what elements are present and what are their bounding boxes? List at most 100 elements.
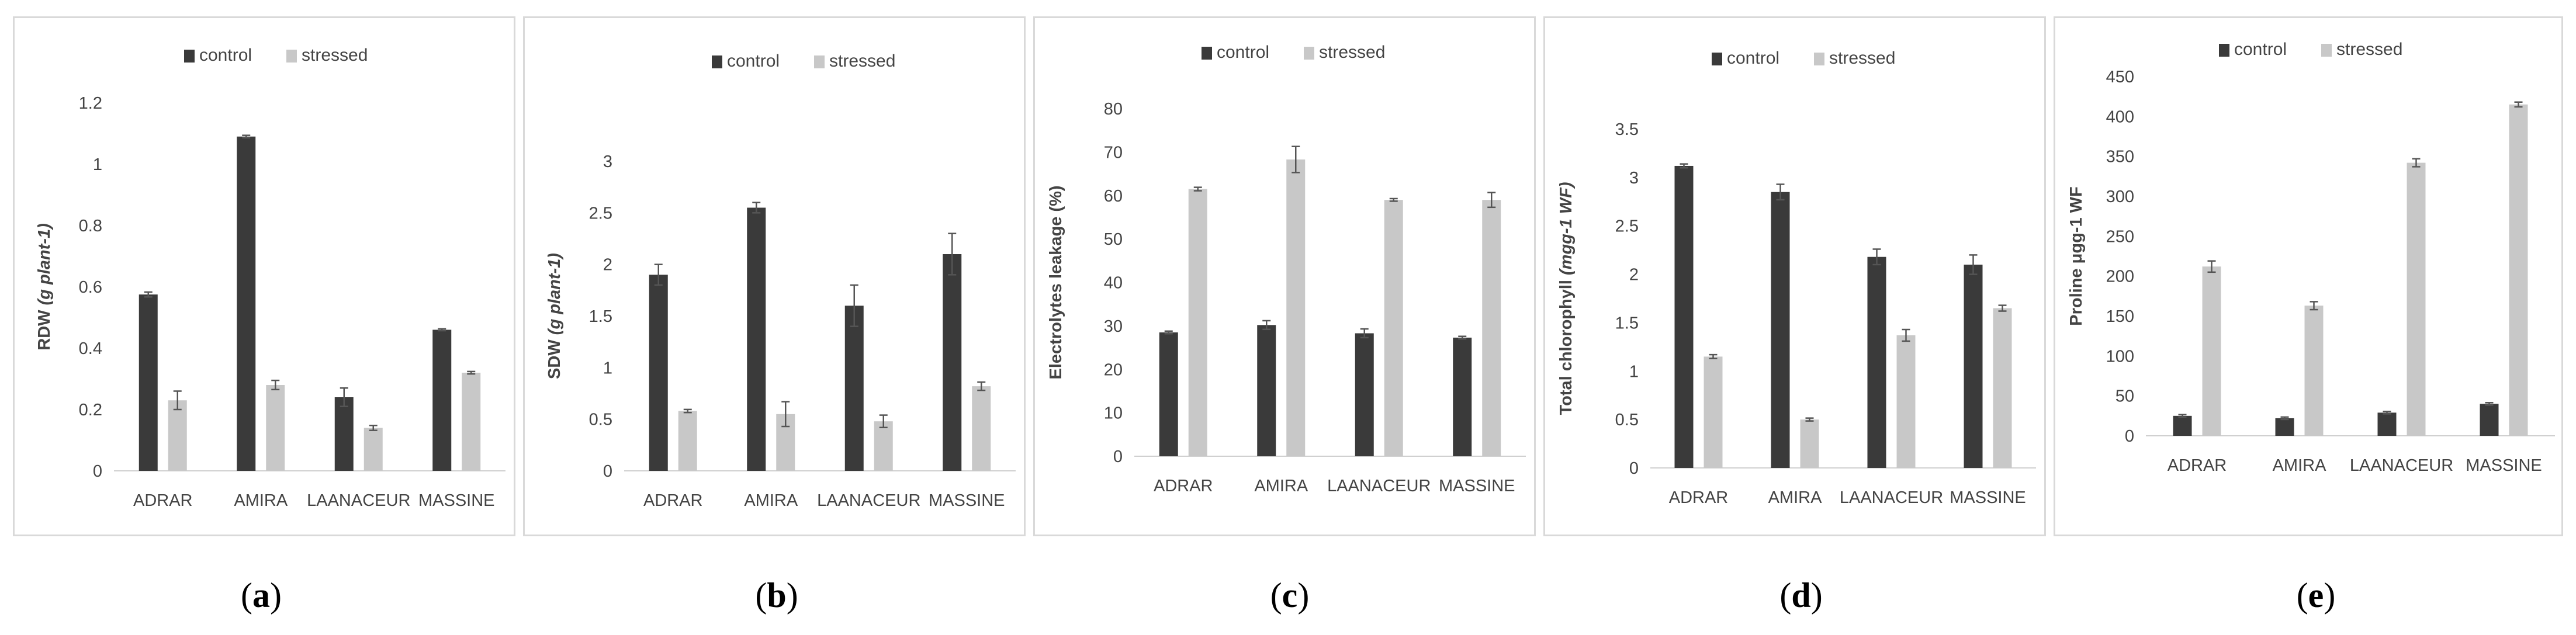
caption-open: ( <box>2296 576 2308 615</box>
y-tick-label: 0 <box>93 462 102 481</box>
y-tick-label: 250 <box>2106 227 2134 246</box>
y-tick-label: 60 <box>1104 187 1123 206</box>
y-axis-label-main: Total chlorophyll <box>1557 280 1576 415</box>
x-tick-label: AMIRA <box>744 491 798 510</box>
legend-swatch-control <box>1712 53 1722 65</box>
bar-stressed <box>1704 356 1723 468</box>
chart-svg-c: control stressed 0 10 20 30 40 50 60 70 80 Electrol… <box>1047 43 1526 495</box>
bar-control <box>2275 418 2294 436</box>
caption-close: ) <box>2324 576 2336 615</box>
x-tick-label: MASSINE <box>929 491 1005 510</box>
chart-panel-e: control stressed 0 50 100 150 200 250 300 350 400 4… <box>2054 16 2563 536</box>
chart-panel-c: control stressed 0 10 20 30 40 50 60 70 80 Electrol… <box>1033 16 1536 536</box>
y-axis: 0 0.2 0.4 0.6 0.8 1 1.2 <box>79 94 102 481</box>
legend-swatch-control <box>184 50 195 63</box>
x-tick-label: ADRAR <box>643 491 703 510</box>
legend-label-control: control <box>1217 43 1269 62</box>
y-axis-label: SDW (g plant-1) <box>545 253 564 379</box>
legend-label-control: control <box>727 51 780 71</box>
bar-control <box>747 207 766 471</box>
y-tick-label: 350 <box>2106 148 2134 166</box>
bars <box>2173 101 2528 436</box>
bar-stressed <box>972 386 991 471</box>
chart-svg-a: control stressed 0 0.2 0.4 0.6 0.8 1 1.2 RDW (g p… <box>35 46 505 510</box>
y-tick-label: 1 <box>1629 362 1639 381</box>
bar-stressed <box>1286 159 1306 456</box>
y-tick-label: 0 <box>2125 427 2134 446</box>
y-axis-label: Proline μgg-1 WF <box>2067 186 2086 325</box>
bar-stressed <box>266 385 285 471</box>
x-tick-label: MASSINE <box>2466 456 2542 475</box>
caption-letter: e <box>2308 576 2324 615</box>
caption-close: ) <box>786 576 798 615</box>
y-tick-label: 0.4 <box>79 339 102 358</box>
bar-control <box>943 254 962 471</box>
bar-control <box>1257 325 1276 456</box>
x-tick-label: AMIRA <box>234 491 288 510</box>
legend-swatch-control <box>712 55 722 68</box>
y-tick-label: 20 <box>1104 360 1123 379</box>
bar-stressed <box>168 400 187 471</box>
y-axis-label-unit: (g plant-1) <box>35 223 54 310</box>
legend-swatch-stressed <box>2321 44 2332 57</box>
x-tick-label: AMIRA <box>2273 456 2327 475</box>
bar-stressed <box>2509 104 2528 436</box>
bar-control <box>2377 412 2397 436</box>
caption-c: (c) <box>1220 575 1360 616</box>
x-tick-label: LAANACEUR <box>1327 477 1431 495</box>
y-tick-label: 0 <box>1629 459 1639 478</box>
legend: control stressed <box>2219 40 2402 59</box>
y-axis-label-main: RDW <box>35 310 54 351</box>
y-tick-label: 300 <box>2106 188 2134 206</box>
y-axis: 0 10 20 30 40 50 60 70 80 <box>1104 100 1123 466</box>
y-axis-label: RDW (g plant-1) <box>35 223 54 350</box>
y-axis-label-main: Proline μgg-1 WF <box>2067 186 2086 325</box>
y-tick-label: 0.2 <box>79 401 102 419</box>
bar-control <box>2480 404 2499 436</box>
caption-letter: c <box>1282 576 1298 615</box>
bar-control <box>432 329 452 471</box>
caption-close: ) <box>1810 576 1823 615</box>
y-tick-label: 450 <box>2106 68 2134 86</box>
bar-control <box>139 294 158 471</box>
y-tick-label: 70 <box>1104 143 1123 162</box>
chart-svg-e: control stressed 0 50 100 150 200 250 300 350 400 4… <box>2067 40 2555 475</box>
bar-stressed <box>1993 308 2012 468</box>
y-axis: 0 0.5 1 1.5 2 2.5 3 3.5 <box>1615 120 1639 478</box>
legend-swatch-control <box>1202 47 1212 60</box>
legend: control stressed <box>184 46 368 65</box>
bar-control <box>2173 415 2192 436</box>
y-tick-label: 2.5 <box>589 204 612 223</box>
y-tick-label: 1.5 <box>1615 314 1639 332</box>
legend-swatch-stressed <box>1304 47 1314 60</box>
y-axis-label-main: Electrolytes leakage (%) <box>1047 185 1065 379</box>
x-tick-label: LAANACEUR <box>307 491 410 510</box>
y-tick-label: 0.5 <box>1615 411 1639 429</box>
bar-control <box>1771 192 1790 468</box>
x-tick-label: ADRAR <box>1154 477 1213 495</box>
bar-stressed <box>874 421 893 471</box>
legend-label-stressed: stressed <box>1319 43 1385 62</box>
y-axis-label-unit: (mgg-1 WF) <box>1557 182 1576 280</box>
y-tick-label: 0 <box>603 462 612 481</box>
legend-label-control: control <box>1727 48 1779 68</box>
y-tick-label: 80 <box>1104 100 1123 119</box>
caption-open: ( <box>1779 576 1792 615</box>
chart-svg-d: control stressed 0 0.5 1 1.5 2 2.5 3 3.5 Total chl… <box>1557 48 2036 507</box>
legend: control stressed <box>1202 43 1385 62</box>
bar-control <box>1355 333 1374 456</box>
legend-swatch-stressed <box>814 55 825 68</box>
x-tick-label: LAANACEUR <box>1840 488 1943 507</box>
bar-control <box>1867 256 1886 468</box>
bars <box>139 134 481 471</box>
x-tick-label: AMIRA <box>1768 488 1823 507</box>
caption-open: ( <box>241 576 252 615</box>
y-tick-label: 2.5 <box>1615 217 1639 236</box>
y-tick-label: 1.2 <box>79 94 102 113</box>
chart-svg-b: control stressed 0 0.5 1 1.5 2 2.5 3 SDW (g plant… <box>545 51 1016 510</box>
y-tick-label: 3 <box>603 152 612 171</box>
legend-label-control: control <box>2234 40 2287 59</box>
y-tick-label: 100 <box>2106 347 2134 366</box>
caption-close: ) <box>270 576 282 615</box>
y-axis: 0 50 100 150 200 250 300 350 400 450 <box>2106 68 2134 446</box>
